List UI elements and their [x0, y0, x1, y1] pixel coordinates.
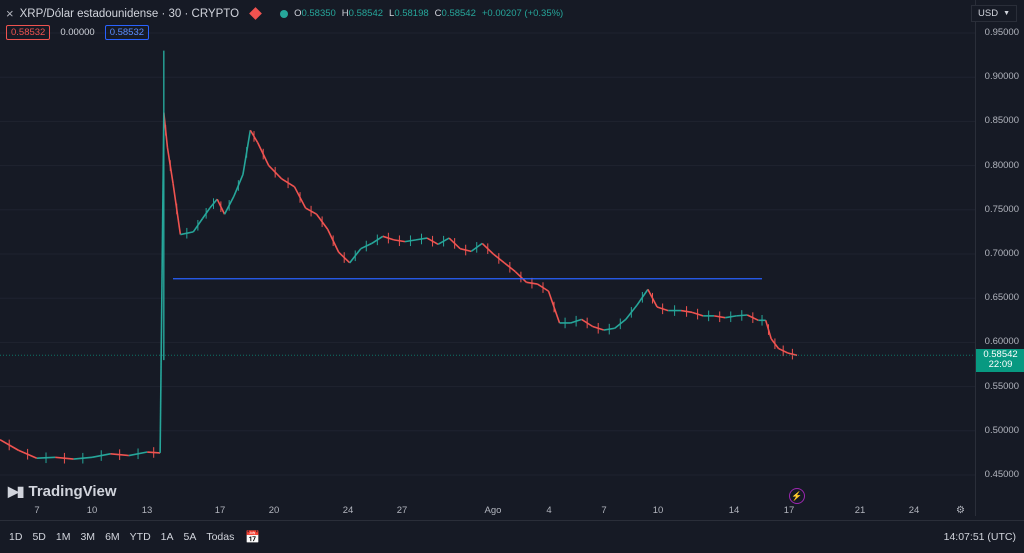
time-axis-label: 10: [86, 505, 98, 516]
timeframe-button-5a[interactable]: 5A: [183, 531, 197, 543]
symbol-title[interactable]: XRP/Dólar estadounidense · 30 · CRYPTO: [19, 7, 240, 20]
timeframe-buttons: 1D 5D 1M 3M 6M YTD 1A 5A Todas: [4, 531, 239, 543]
price-tick-label: 0.90000: [984, 71, 1019, 83]
price-change: +0.00207 (+0.35%): [481, 8, 564, 19]
price-tick-label: 0.50000: [984, 424, 1019, 436]
time-axis-label: 20: [268, 505, 280, 516]
timeframe-button-todas[interactable]: Todas: [206, 531, 235, 543]
chart-area[interactable]: × XRP/Dólar estadounidense · 30 · CRYPTO…: [0, 0, 975, 516]
tradingview-logo[interactable]: ▶▮ TradingView: [8, 483, 117, 500]
time-axis-label: 24: [908, 505, 920, 516]
time-axis-label: 24: [342, 505, 354, 516]
price-tick-label: 0.45000: [984, 469, 1019, 480]
price-tick-label: 0.55000: [984, 380, 1019, 392]
market-status-icon[interactable]: [280, 9, 289, 18]
time-axis-label: 13: [141, 505, 153, 516]
ohlc-values: O0.58350 H0.58542 L0.58198 C0.58542: [294, 8, 476, 19]
close-icon[interactable]: ×: [6, 6, 14, 21]
timeframe-button-6m[interactable]: 6M: [105, 531, 120, 543]
flash-icon[interactable]: ⚡: [789, 488, 805, 504]
timeframe-button-1a[interactable]: 1A: [160, 531, 174, 543]
time-axis-label: Ago: [484, 505, 502, 516]
time-axis-label: 7: [34, 505, 40, 516]
price-tick-label: 0.95000: [984, 27, 1019, 38]
tradingview-logo-icon: ▶▮: [8, 483, 25, 499]
time-axis-label: 17: [783, 505, 795, 516]
currency-label: USD: [978, 8, 999, 19]
bid-value[interactable]: 0.58532: [6, 25, 51, 40]
time-axis-label: 4: [546, 505, 552, 516]
flag-icon[interactable]: [249, 7, 262, 20]
bottom-toolbar: 1D 5D 1M 3M 6M YTD 1A 5A Todas 📅 14:07:51 (UTC): [0, 520, 1024, 553]
timeframe-button-1d[interactable]: 1D: [9, 531, 23, 543]
price-tick-label: 0.85000: [984, 115, 1019, 127]
settings-icon[interactable]: ⚙: [956, 505, 965, 516]
timeframe-button-3m[interactable]: 3M: [80, 531, 96, 543]
time-axis-label: 7: [601, 505, 607, 516]
calendar-icon[interactable]: 📅: [245, 530, 261, 544]
price-chart[interactable]: [0, 0, 975, 516]
price-scale[interactable]: USD ▼ 0.95000 0.90000 0.85000 0.80000 0.7500…: [971, 0, 1024, 516]
time-axis-label: 17: [214, 505, 226, 516]
time-axis-label: 21: [854, 505, 866, 516]
price-tick-label: 0.60000: [984, 336, 1019, 348]
chart-legend: × XRP/Dólar estadounidense · 30 · CRYPTO…: [6, 6, 563, 21]
tradingview-brand: TradingView: [28, 483, 117, 500]
timeframe-button-5d[interactable]: 5D: [32, 531, 46, 543]
time-axis-label: 14: [728, 505, 740, 516]
last-price-value: 0.58542: [983, 349, 1018, 361]
timeframe-button-1m[interactable]: 1M: [55, 531, 71, 543]
time-axis-label: 10: [652, 505, 664, 516]
last-price-label: 0.58542 22:09: [976, 349, 1024, 373]
price-tick-label: 0.65000: [984, 292, 1019, 304]
ask-value[interactable]: 0.58532: [104, 25, 150, 40]
time-axis-label: 27: [396, 505, 408, 516]
chevron-down-icon: ▼: [1003, 10, 1010, 17]
price-tick-label: 0.70000: [984, 248, 1019, 259]
price-tick-label: 0.75000: [984, 203, 1019, 215]
clock[interactable]: 14:07:51 (UTC): [943, 531, 1016, 543]
timeframe-button-ytd[interactable]: YTD: [129, 531, 151, 543]
currency-selector[interactable]: USD ▼: [971, 5, 1017, 22]
indicator-values: 0.58532 0.00000 0.58532: [6, 25, 150, 40]
price-tick-label: 0.80000: [984, 159, 1019, 171]
spread-value: 0.00000: [60, 27, 95, 38]
bar-countdown: 22:09: [988, 359, 1013, 371]
time-axis[interactable]: 7 10 13 17 20 24 27 Ago 4 7 10 14 17 21 24: [0, 504, 975, 518]
